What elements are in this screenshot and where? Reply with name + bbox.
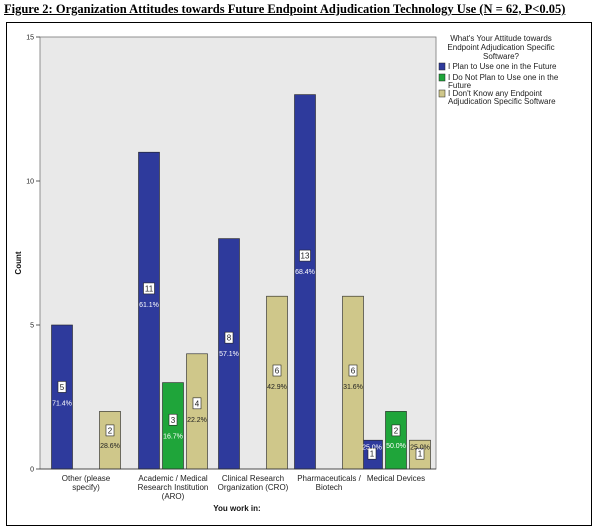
count-box — [224, 331, 234, 344]
legend-entry: I Don't Know any Endpoint Adjudication Sp… — [448, 89, 556, 106]
y-tick-label: 15 — [26, 35, 34, 42]
legend: What's Your Attitude towards Endpoint Adj… — [438, 34, 559, 106]
x-axis: Other (please specify) Academic / Medical R… — [40, 468, 436, 501]
count-box — [105, 424, 115, 437]
percent-label: 16.7% — [163, 433, 183, 440]
count-label: 4 — [195, 399, 200, 408]
percent-label: 22.2% — [187, 417, 207, 424]
legend-swatch — [438, 73, 446, 82]
y-tick-label: 10 — [26, 179, 34, 186]
count-label: 6 — [275, 367, 280, 376]
count-box — [192, 397, 202, 410]
bar-s1-c1 — [162, 382, 184, 470]
legend-swatch — [438, 62, 446, 71]
count-label: 2 — [108, 426, 113, 435]
count-box — [367, 447, 377, 460]
count-label: 6 — [351, 367, 356, 376]
count-box — [143, 282, 155, 295]
percent-label: 71.4% — [52, 400, 72, 407]
figure-title: Figure 2: Organization Attitudes towards… — [4, 2, 566, 16]
count-label: 11 — [145, 284, 154, 293]
bar-s1-c4 — [385, 411, 407, 470]
y-tick-label: 5 — [30, 323, 34, 330]
bar-s0-c0 — [51, 324, 73, 470]
legend-title: What's Your Attitude towards Endpoint Adj… — [447, 34, 554, 61]
count-label: 3 — [171, 416, 176, 425]
percent-label: 42.9% — [267, 384, 287, 391]
count-label: 13 — [301, 252, 310, 261]
percent-label: 50.0% — [386, 443, 406, 450]
x-category-label: Pharmaceuticals / Biotech — [297, 474, 361, 492]
count-label: 8 — [227, 334, 232, 343]
y-tick-label: 0 — [30, 467, 34, 474]
legend-entry: I Plan to Use one in the Future — [448, 62, 557, 71]
chart-frame: 0 5 10 15 5 71.4% 11 61.1% 8 57.1% 13 68.4% 1 25.0% 3… — [6, 22, 592, 526]
bar-s2-c2 — [266, 295, 288, 470]
x-category-label: Clinical Research Organization (CRO) — [218, 474, 289, 492]
percent-label: 25.0% — [410, 445, 430, 452]
x-axis-title: You work in: — [213, 504, 260, 513]
count-box — [415, 447, 425, 460]
count-box — [299, 249, 311, 262]
count-box — [57, 381, 67, 393]
percent-label: 57.1% — [219, 351, 239, 358]
count-label: 5 — [60, 383, 65, 392]
percent-label: 25.0% — [362, 445, 382, 452]
bar-s2-c1 — [186, 353, 208, 470]
legend-swatch — [438, 89, 446, 98]
bars — [51, 94, 431, 470]
count-label: 1 — [418, 450, 423, 459]
x-category-label: Other (please specify) — [62, 474, 111, 492]
count-label: 1 — [370, 450, 375, 459]
data-labels: 571.4%1161.1%857.1%1368.4%125.0%316.7%25… — [52, 249, 430, 460]
count-box — [391, 424, 401, 437]
percent-label: 68.4% — [295, 269, 315, 276]
count-box — [168, 413, 178, 426]
x-category-label: Academic / Medical Research Institution (A… — [138, 474, 209, 501]
bar-s0-c1 — [138, 151, 160, 470]
bar-s2-c0 — [99, 411, 121, 470]
percent-label: 61.1% — [139, 302, 159, 309]
bar-s2-c3 — [342, 295, 364, 470]
x-category-label: Medical Devices — [367, 474, 425, 483]
percent-label: 28.6% — [100, 443, 120, 450]
percent-label: 31.6% — [343, 384, 363, 391]
count-label: 2 — [394, 426, 399, 435]
y-axis: 0 5 10 15 — [26, 35, 40, 474]
legend-entry: I Do Not Plan to Use one in the Future — [448, 73, 559, 90]
bar-s0-c3 — [294, 94, 316, 470]
count-box — [348, 364, 358, 377]
y-axis-title: Count — [14, 251, 23, 274]
count-box — [272, 364, 282, 377]
